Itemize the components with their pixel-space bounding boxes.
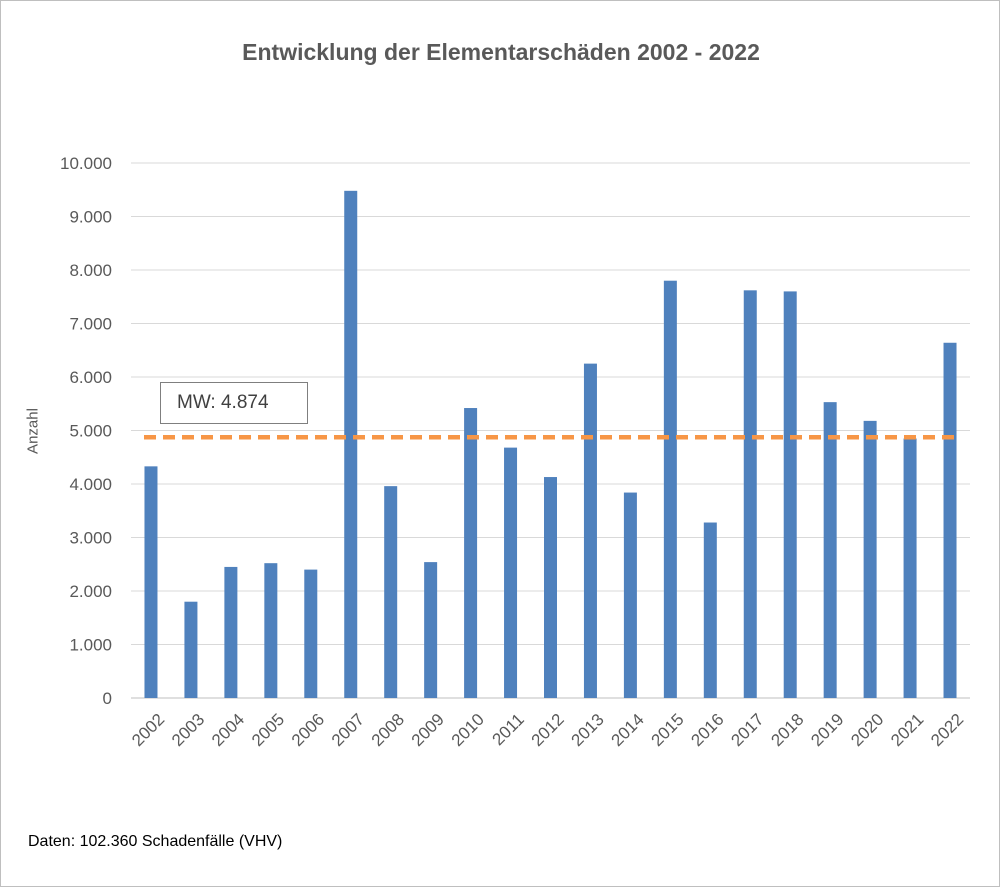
bar-2006 bbox=[304, 569, 318, 698]
bar-2018 bbox=[783, 291, 797, 698]
bar-2019 bbox=[823, 402, 837, 698]
x-tick-label: 2017 bbox=[727, 710, 767, 750]
y-tick-label: 6.000 bbox=[69, 368, 112, 387]
x-tick-label: 2006 bbox=[288, 710, 328, 750]
x-tick-label: 2016 bbox=[687, 710, 727, 750]
bar-2021 bbox=[903, 438, 917, 698]
x-tick-label: 2002 bbox=[128, 710, 168, 750]
x-tick-label: 2007 bbox=[328, 710, 368, 750]
x-tick-label: 2015 bbox=[647, 710, 687, 750]
x-tick-label: 2012 bbox=[528, 710, 568, 750]
x-tick-label: 2020 bbox=[847, 710, 887, 750]
bar-2004 bbox=[224, 566, 238, 698]
y-tick-label: 9.000 bbox=[69, 208, 112, 227]
x-tick-label: 2010 bbox=[448, 710, 488, 750]
y-tick-label: 5.000 bbox=[69, 422, 112, 441]
chart-title: Entwicklung der Elementarschäden 2002 - … bbox=[242, 39, 760, 65]
bar-2022 bbox=[943, 342, 957, 698]
y-tick-label: 8.000 bbox=[69, 261, 112, 280]
x-tick-label: 2003 bbox=[168, 710, 208, 750]
x-tick-label: 2008 bbox=[368, 710, 408, 750]
data-source-note: Daten: 102.360 Schadenfälle (VHV) bbox=[28, 833, 283, 850]
x-tick-label: 2011 bbox=[489, 710, 528, 749]
bar-2015 bbox=[663, 280, 677, 698]
y-tick-label: 7.000 bbox=[69, 315, 112, 334]
bars bbox=[144, 190, 957, 698]
bar-2020 bbox=[863, 420, 877, 698]
x-tick-label: 2009 bbox=[408, 710, 448, 750]
x-tick-label: 2021 bbox=[887, 710, 927, 750]
y-tick-labels: 0 1.000 2.000 3.000 4.000 5.000 6.000 7.000 8.00… bbox=[60, 154, 112, 708]
bar-2007 bbox=[344, 190, 358, 698]
bar-2014 bbox=[623, 492, 637, 698]
y-tick-label: 4.000 bbox=[69, 475, 112, 494]
bar-2009 bbox=[424, 562, 438, 698]
y-tick-label: 1.000 bbox=[69, 636, 112, 655]
bar-2017 bbox=[743, 290, 757, 698]
bar-2003 bbox=[184, 601, 198, 698]
x-tick-label: 2019 bbox=[807, 710, 847, 750]
x-tick-label: 2005 bbox=[248, 710, 288, 750]
y-tick-label: 2.000 bbox=[69, 582, 112, 601]
x-tick-label: 2004 bbox=[208, 710, 248, 750]
bar-2013 bbox=[583, 363, 597, 698]
bar-2010 bbox=[464, 408, 478, 698]
x-tick-label: 2022 bbox=[927, 710, 967, 750]
bar-2012 bbox=[544, 477, 557, 698]
mean-value-label: MW: 4.874 bbox=[160, 382, 308, 424]
bar-2008 bbox=[384, 486, 398, 698]
bar-2002 bbox=[144, 466, 158, 698]
bar-2016 bbox=[703, 522, 717, 698]
bar-2005 bbox=[264, 563, 278, 698]
x-tick-label: 2014 bbox=[608, 710, 648, 750]
x-tick-label: 2013 bbox=[568, 710, 608, 750]
y-tick-label: 10.000 bbox=[60, 154, 112, 173]
x-tick-labels: 2002 2003 2004 2005 2006 2007 2008 2009 2010 2011… bbox=[128, 710, 967, 750]
y-tick-label: 0 bbox=[103, 689, 112, 708]
y-tick-label: 3.000 bbox=[69, 529, 112, 548]
x-tick-label: 2018 bbox=[767, 710, 807, 750]
bar-2011 bbox=[504, 447, 518, 698]
